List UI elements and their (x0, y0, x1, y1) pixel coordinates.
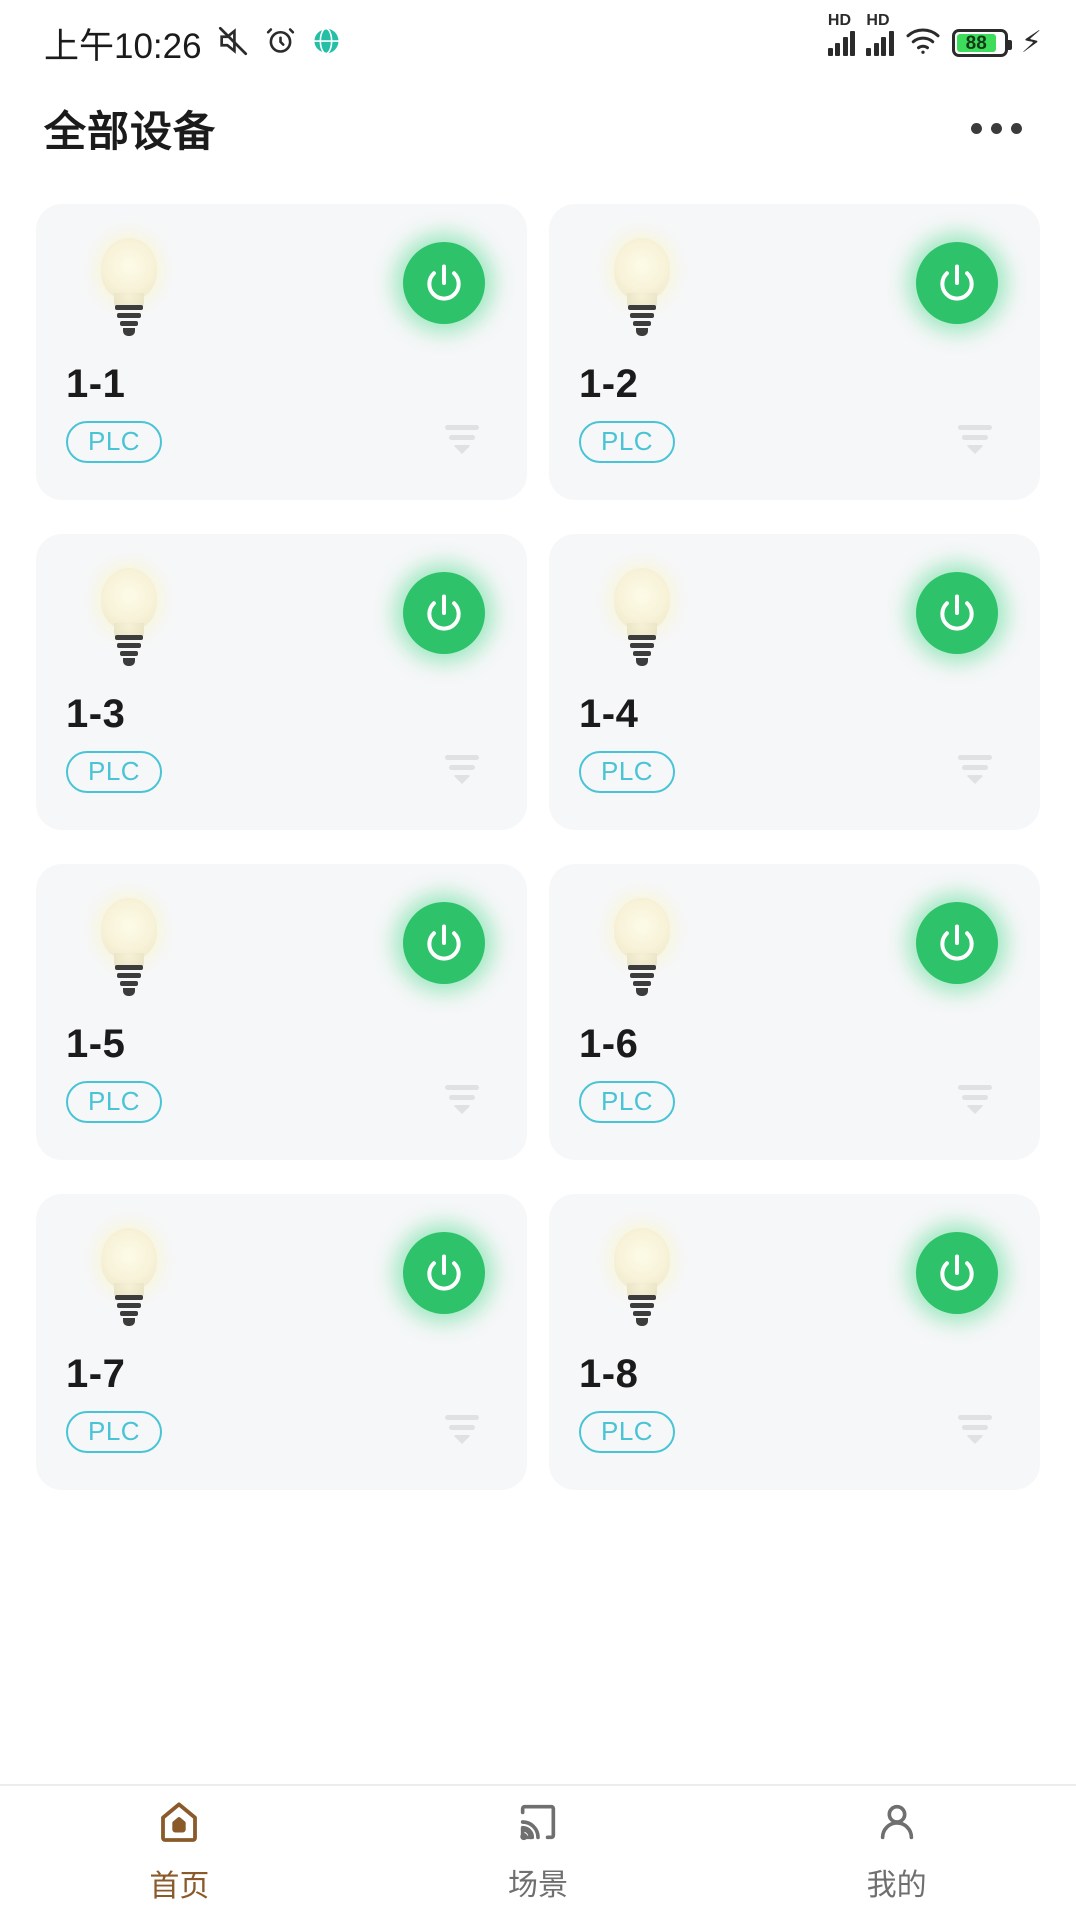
globe-icon (311, 26, 341, 61)
chevron-down-icon[interactable] (445, 1415, 479, 1449)
device-name: 1-6 (579, 1022, 639, 1066)
tab-scene[interactable]: 场景 (359, 1799, 718, 1904)
status-time: 上午10:26 (44, 26, 202, 66)
device-card-bottom: PLC (579, 1411, 1010, 1453)
device-name: 1-5 (66, 1022, 126, 1066)
device-protocol-tag: PLC (66, 421, 163, 463)
device-protocol-tag: PLC (579, 751, 676, 793)
profile-person-icon (874, 1799, 920, 1850)
alarm-icon (264, 24, 297, 62)
power-toggle-button[interactable] (403, 902, 485, 984)
device-card-top (579, 238, 1010, 356)
device-protocol-tag: PLC (579, 421, 676, 463)
device-protocol-tag: PLC (579, 1081, 676, 1123)
tab-profile-label: 我的 (866, 1868, 927, 1902)
device-card-top (66, 1228, 497, 1346)
more-options-icon[interactable] (957, 109, 1036, 148)
device-card[interactable]: 1-8 PLC (549, 1194, 1040, 1490)
battery-icon: 88 (951, 29, 1012, 57)
device-card[interactable]: 1-1 PLC (36, 204, 527, 500)
title-bar: 全部设备 (0, 86, 1076, 170)
power-toggle-button[interactable] (916, 572, 998, 654)
device-name: 1-2 (579, 362, 639, 406)
power-toggle-button[interactable] (916, 902, 998, 984)
tab-home[interactable]: 首页 (0, 1798, 359, 1905)
device-protocol-tag: PLC (66, 1411, 163, 1453)
chevron-down-icon[interactable] (445, 755, 479, 789)
device-card-top (66, 238, 497, 356)
device-card-top (579, 568, 1010, 686)
device-card[interactable]: 1-4 PLC (549, 534, 1040, 830)
device-card-bottom: PLC (579, 1081, 1010, 1123)
device-card-bottom: PLC (579, 421, 1010, 463)
light-bulb-icon (94, 1228, 164, 1338)
device-name: 1-3 (66, 692, 126, 736)
network-label-1: HD (827, 12, 852, 29)
chevron-down-icon[interactable] (958, 1415, 992, 1449)
device-card[interactable]: 1-5 PLC (36, 864, 527, 1160)
device-card-top (579, 898, 1010, 1016)
device-protocol-tag: PLC (66, 1081, 163, 1123)
device-card-top (66, 568, 497, 686)
device-grid: 1-1 PLC (36, 170, 1040, 1490)
home-icon (155, 1798, 203, 1851)
device-scroll-area[interactable]: 1-1 PLC (0, 170, 1076, 1784)
tab-scene-label: 场景 (508, 1868, 568, 1902)
device-name: 1-1 (66, 362, 126, 406)
device-card-bottom: PLC (66, 1081, 497, 1123)
light-bulb-icon (94, 898, 164, 1008)
signal-icon-1: HD (827, 13, 856, 56)
device-card-top (66, 898, 497, 1016)
device-card[interactable]: 1-3 PLC (36, 534, 527, 830)
device-name: 1-4 (579, 692, 639, 736)
status-bar: 上午10:26 (0, 0, 1076, 86)
chevron-down-icon[interactable] (445, 425, 479, 459)
light-bulb-icon (607, 568, 677, 678)
device-card[interactable]: 1-6 PLC (549, 864, 1040, 1160)
device-protocol-tag: PLC (66, 751, 163, 793)
device-card-bottom: PLC (66, 751, 497, 793)
power-toggle-button[interactable] (403, 242, 485, 324)
battery-percent: 88 (965, 32, 987, 54)
network-label-2: HD (866, 12, 890, 29)
scene-cast-icon (515, 1799, 561, 1850)
status-bar-right: HD HD 88 ⚡ (827, 13, 1042, 60)
power-toggle-button[interactable] (916, 242, 998, 324)
charging-bolt-icon: ⚡ (1020, 26, 1042, 59)
device-card[interactable]: 1-7 PLC (36, 1194, 527, 1490)
device-name: 1-7 (66, 1352, 126, 1396)
device-card-top (579, 1228, 1010, 1346)
light-bulb-icon (94, 238, 164, 348)
device-card-bottom: PLC (579, 751, 1010, 793)
status-bar-left: 上午10:26 (44, 18, 341, 69)
power-toggle-button[interactable] (403, 572, 485, 654)
light-bulb-icon (94, 568, 164, 678)
mute-icon (216, 24, 250, 63)
wifi-icon (905, 27, 941, 60)
device-card[interactable]: 1-2 PLC (549, 204, 1040, 500)
chevron-down-icon[interactable] (958, 425, 992, 459)
light-bulb-icon (607, 898, 677, 1008)
bottom-tab-bar: 首页 场景 我的 (0, 1784, 1076, 1916)
device-card-bottom: PLC (66, 421, 497, 463)
device-card-bottom: PLC (66, 1411, 497, 1453)
device-protocol-tag: PLC (579, 1411, 676, 1453)
light-bulb-icon (607, 1228, 677, 1338)
power-toggle-button[interactable] (916, 1232, 998, 1314)
device-name: 1-8 (579, 1352, 639, 1396)
signal-icon-2: HD (866, 13, 894, 56)
chevron-down-icon[interactable] (445, 1085, 479, 1119)
page-title: 全部设备 (44, 107, 217, 155)
tab-profile[interactable]: 我的 (717, 1799, 1076, 1904)
light-bulb-icon (607, 238, 677, 348)
power-toggle-button[interactable] (403, 1232, 485, 1314)
chevron-down-icon[interactable] (958, 1085, 992, 1119)
chevron-down-icon[interactable] (958, 755, 992, 789)
tab-home-label: 首页 (149, 1869, 210, 1903)
